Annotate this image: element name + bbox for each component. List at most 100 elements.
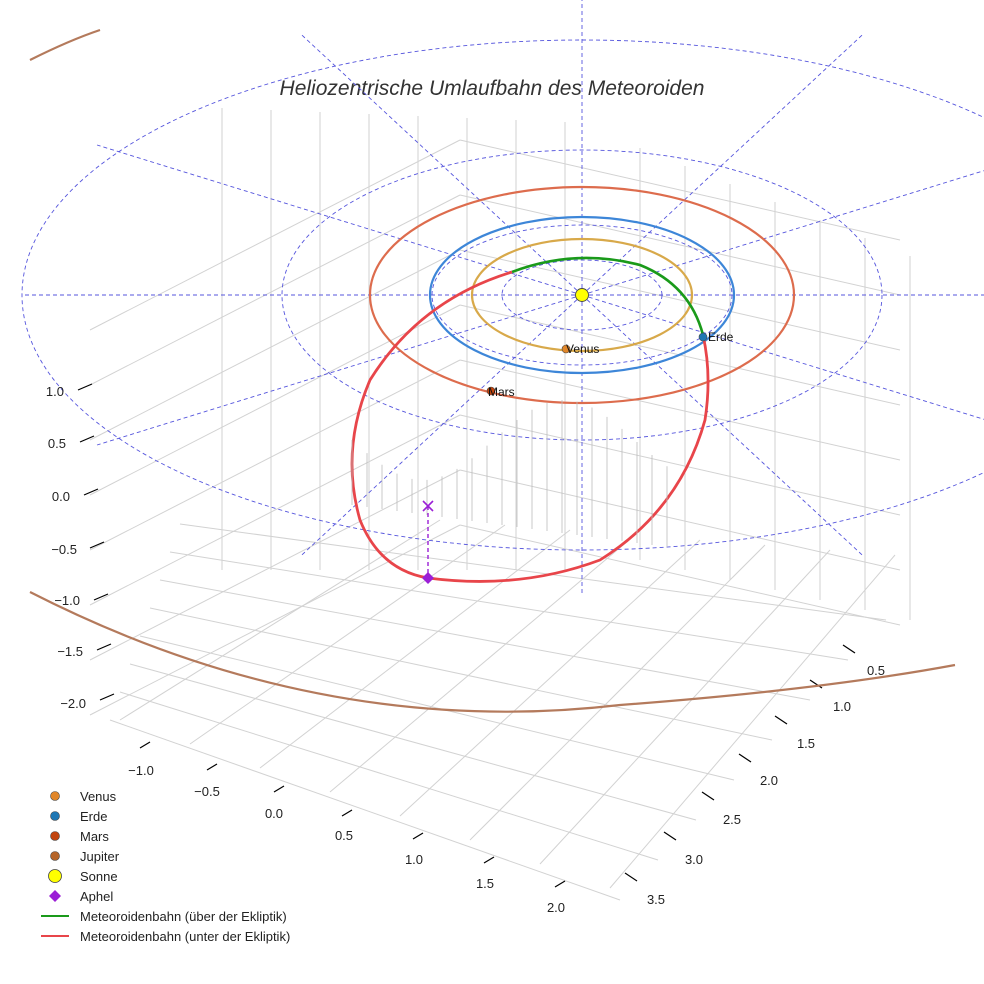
x-tick-mark: [341, 809, 353, 817]
x-tick-mark: [483, 856, 495, 864]
ecliptic-circle: [281, 149, 883, 441]
legend-label: Meteoroidenbahn (unter der Ekliptik): [80, 928, 291, 944]
legend-item-jupiter[interactable]: Jupiter: [40, 846, 290, 866]
y-tick-mark: [774, 715, 788, 725]
legend-item-erde[interactable]: Erde: [40, 806, 290, 826]
wall-gridline: [459, 194, 901, 296]
ecliptic-radial-line: [96, 144, 583, 296]
floor-gridline: [129, 663, 697, 821]
circle-marker-icon: [40, 786, 70, 806]
legend-label: Sonne: [80, 868, 118, 884]
legend-item-above-ecliptic[interactable]: Meteoroidenbahn (über der Ekliptik): [40, 906, 290, 926]
meteoroid-orbit-below: [350, 270, 710, 583]
x-tick-label: −1.0: [128, 763, 154, 778]
aphel-marker: [422, 572, 434, 584]
z-tick-label: −1.0: [54, 593, 80, 608]
wall-gridline: [89, 194, 461, 386]
x-tick-label: 1.5: [476, 876, 494, 891]
line-marker-icon: [40, 926, 70, 946]
planet-orbits: [29, 28, 956, 713]
legend-label: Meteoroidenbahn (über der Ekliptik): [80, 908, 287, 924]
floor-gridline: [139, 635, 735, 781]
y-tick-label: 1.5: [797, 736, 815, 751]
legend: Venus Erde Mars Jupiter Sonne Aphel Mete…: [40, 786, 290, 946]
z-tick-mark: [79, 435, 95, 443]
legend-label: Jupiter: [80, 848, 120, 864]
z-tick-label: −0.5: [51, 542, 77, 557]
orbit-jupiter: [29, 591, 956, 713]
ecliptic-radial-line: [581, 294, 984, 420]
x-tick-label: 1.0: [405, 852, 423, 867]
body-markers: [422, 288, 708, 584]
wall-gridline: [459, 249, 901, 351]
circle-marker-icon: [40, 846, 70, 866]
diamond-marker-icon: [40, 886, 70, 906]
wall-gridline: [89, 359, 461, 551]
x-tick-mark: [139, 741, 151, 749]
legend-label: Venus: [80, 788, 117, 804]
x-tick-mark: [273, 785, 285, 793]
legend-item-sonne[interactable]: Sonne: [40, 866, 290, 886]
y-tick-mark: [624, 872, 638, 882]
ecliptic-radial-line: [96, 294, 583, 446]
orbit-jupiter: [29, 28, 101, 61]
x-tick-label: 0.5: [335, 828, 353, 843]
floor-gridline: [109, 719, 621, 901]
z-tick-mark: [99, 693, 115, 701]
z-tick-label: −1.5: [57, 644, 83, 659]
x-tick-mark: [206, 763, 218, 771]
ecliptic-radial-line: [301, 34, 583, 296]
z-tick-label: 1.0: [46, 384, 64, 399]
wall-gridline: [459, 359, 901, 461]
wall-gridline: [459, 524, 901, 626]
x-tick-label: 2.0: [547, 900, 565, 915]
legend-item-mars[interactable]: Mars: [40, 826, 290, 846]
legend-label: Mars: [80, 828, 109, 844]
sun-marker-icon: [40, 866, 70, 886]
orbit-venus: [470, 237, 694, 353]
legend-label: Aphel: [80, 888, 114, 904]
floor-gridline: [149, 607, 773, 741]
ecliptic-radial-line: [581, 34, 863, 296]
ecliptic-circle: [21, 39, 984, 551]
floor-gridline: [169, 551, 849, 661]
venus-label: Venus: [566, 342, 599, 356]
circle-marker-icon: [40, 806, 70, 826]
ecliptic-grid: [21, 0, 984, 595]
legend-item-aphel[interactable]: Aphel: [40, 886, 290, 906]
floor-gridline: [469, 544, 766, 841]
y-tick-mark: [738, 753, 752, 763]
floor-gridline: [159, 579, 811, 701]
y-tick-mark: [842, 644, 856, 654]
wall-gridline: [89, 414, 461, 606]
x-tick-label: 0.0: [265, 806, 283, 821]
circle-marker-icon: [40, 826, 70, 846]
legend-item-venus[interactable]: Venus: [40, 786, 290, 806]
z-tick-mark: [89, 541, 105, 549]
line-marker-icon: [40, 906, 70, 926]
y-tick-label: 0.5: [867, 663, 885, 678]
floor-gridline: [329, 534, 636, 793]
wall-gridline: [89, 524, 461, 716]
x-tick-label: −0.5: [194, 784, 220, 799]
legend-item-below-ecliptic[interactable]: Meteoroidenbahn (unter der Ekliptik): [40, 926, 290, 946]
y-tick-label: 1.0: [833, 699, 851, 714]
z-tick-mark: [96, 643, 112, 651]
y-tick-mark: [663, 831, 677, 841]
venus-marker: [561, 344, 571, 354]
z-tick-mark: [77, 383, 93, 391]
wall-gridline: [459, 469, 901, 571]
sun-marker: [575, 288, 589, 302]
wall-gridline: [89, 249, 461, 441]
y-tick-mark: [809, 679, 823, 689]
floor-gridline: [259, 529, 571, 769]
axes-grid: [77, 108, 911, 901]
ecliptic-radial-line: [581, 294, 863, 556]
erde-marker: [698, 332, 708, 342]
z-tick-label: 0.0: [52, 489, 70, 504]
ecliptic-radial-line: [301, 294, 583, 556]
wall-gridline: [89, 469, 461, 661]
wall-gridline: [459, 414, 901, 516]
aphel-projection-x: [422, 500, 434, 512]
